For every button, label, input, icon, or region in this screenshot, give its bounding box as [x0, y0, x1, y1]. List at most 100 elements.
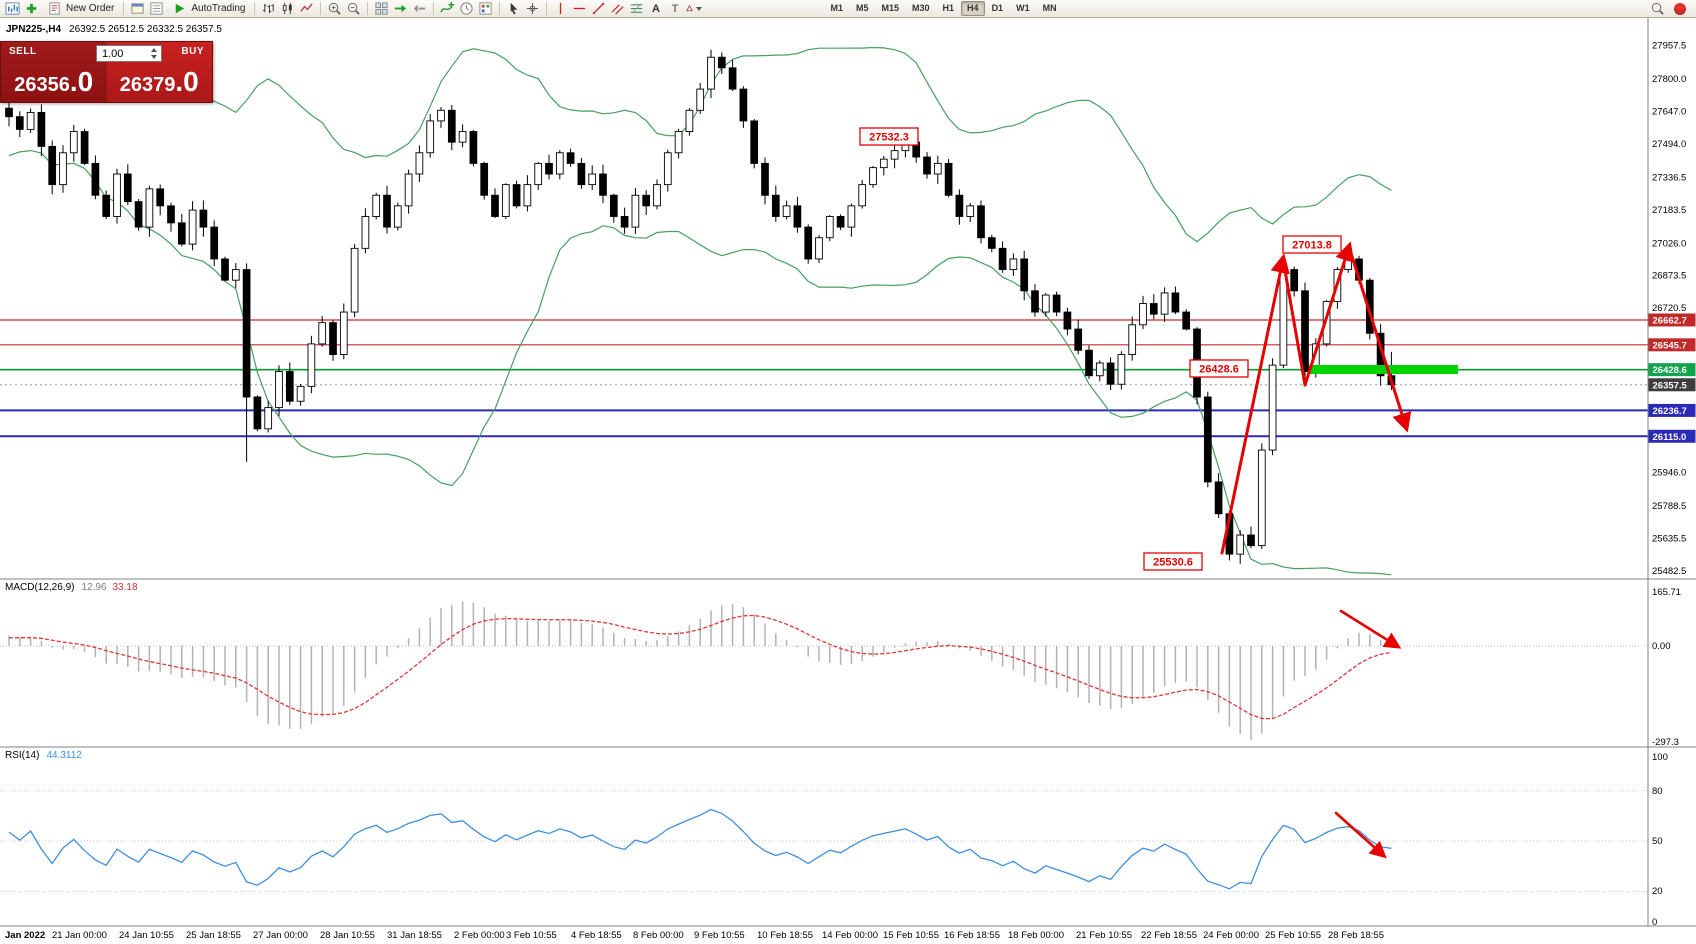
toolbar-separator — [123, 2, 125, 15]
trend-arrow-segment — [1303, 241, 1355, 387]
time-axis-label: 27 Jan 00:00 — [253, 930, 308, 941]
shapes-tool-icon[interactable] — [685, 1, 703, 17]
autotrading-button[interactable]: AutoTrading — [167, 1, 249, 16]
tile-windows-icon[interactable] — [373, 1, 390, 17]
rsi-label-row: RSI(14) 44.3112 — [5, 750, 82, 761]
main-price-panel: 27532.3 27013.8 26428.6 25530.6 — [0, 46, 1648, 576]
price-tick-label: 27336.5 — [1652, 172, 1686, 183]
sell-button[interactable]: SELL 26356.0 — [1, 42, 107, 102]
auto-scroll-icon[interactable] — [392, 1, 409, 17]
indicators-icon[interactable] — [439, 1, 456, 17]
rsi-panel — [0, 790, 1648, 892]
price-annotation-label: 26428.6 — [1199, 364, 1239, 376]
trend-arrow-segment — [1347, 245, 1412, 433]
price-badge — [1648, 403, 1696, 417]
price-annotation-box — [1143, 552, 1203, 571]
rsi-axis-label: 0 — [1652, 917, 1657, 928]
zoom-in-icon[interactable] — [326, 1, 343, 17]
bar-chart-icon[interactable] — [260, 1, 277, 17]
toolbar-separator — [320, 2, 322, 15]
time-axis-label: 2 Feb 00:00 — [454, 930, 505, 941]
macd-axis-label: -297.3 — [1652, 737, 1679, 748]
cursor-icon[interactable] — [505, 1, 522, 17]
price-tick-label: 27494.0 — [1652, 139, 1686, 150]
macd-label: MACD(12,26,9) — [5, 582, 75, 593]
price-badge-label: 26662.7 — [1653, 315, 1687, 326]
new-order-label: New Order — [66, 3, 115, 14]
rsi-axis-label: 100 — [1652, 752, 1668, 763]
buy-label: BUY — [181, 46, 204, 57]
macd-histogram — [8, 601, 1393, 740]
time-axis-label: 28 Jan 10:55 — [320, 930, 375, 941]
rsi-value: 44.3112 — [46, 750, 82, 761]
rsi-axis-label: 20 — [1652, 886, 1663, 897]
timeframe-button-M15[interactable]: M15 — [881, 3, 900, 13]
timeframe-button-MN[interactable]: MN — [1042, 3, 1057, 13]
line-chart-icon[interactable] — [298, 1, 315, 17]
timeframe-button-H1[interactable]: H1 — [942, 3, 955, 13]
toolbar-separator — [546, 2, 548, 15]
price-tick-label: 26873.5 — [1652, 271, 1686, 282]
time-axis-label: 18 Feb 00:00 — [1008, 930, 1064, 941]
new-chart-icon[interactable] — [23, 1, 40, 17]
macd-axis-label: 165.71 — [1652, 587, 1681, 598]
label-tool-icon[interactable]: T — [666, 1, 683, 17]
sell-price: 26356.0 — [14, 66, 94, 97]
price-tick-label: 27957.5 — [1652, 41, 1686, 52]
timeframe-button-M5[interactable]: M5 — [855, 3, 869, 13]
volume-down-icon[interactable] — [150, 55, 157, 59]
profiles-icon[interactable] — [129, 1, 146, 17]
new-order-button[interactable]: New Order — [42, 1, 118, 16]
channel-tool-icon[interactable] — [609, 1, 626, 17]
price-badge — [1648, 313, 1696, 327]
time-axis-label: 24 Jan 10:55 — [119, 930, 174, 941]
volume-up-icon[interactable] — [150, 48, 157, 52]
timeframe-button-H4[interactable]: H4 — [961, 1, 985, 16]
price-badge-label: 26428.6 — [1653, 365, 1687, 376]
price-annotation-label: 27013.8 — [1292, 240, 1332, 252]
text-tool-icon[interactable]: A — [647, 1, 664, 17]
time-axis-label: 22 Feb 18:55 — [1141, 930, 1197, 941]
data-window-icon[interactable] — [148, 1, 165, 17]
volume-input[interactable]: 1.00 — [96, 45, 162, 62]
support-highlight-bar — [1309, 365, 1458, 374]
vertical-line-tool-icon[interactable] — [552, 1, 569, 17]
periods-icon[interactable] — [458, 1, 475, 17]
chart-shift-icon[interactable] — [411, 1, 428, 17]
ohlc-values: 26392.5 26512.5 26332.5 26357.5 — [69, 24, 222, 35]
volume-stepper[interactable] — [148, 48, 159, 59]
search-icon[interactable] — [1649, 1, 1666, 17]
zoom-out-icon[interactable] — [345, 1, 362, 17]
candlestick-chart-icon[interactable] — [279, 1, 296, 17]
bollinger-upper-band — [8, 46, 1392, 243]
timeframe-button-M1[interactable]: M1 — [830, 3, 843, 13]
toolbar-right-group — [1649, 1, 1692, 17]
macd-axis-label: 0.00 — [1652, 641, 1671, 652]
horizontal-line-tool-icon[interactable] — [571, 1, 588, 17]
timeframe-button-M30[interactable]: M30 — [912, 3, 930, 13]
price-annotation-box — [1282, 235, 1342, 254]
timeframe-button-D1[interactable]: D1 — [991, 3, 1004, 13]
macd-panel — [0, 601, 1648, 740]
rsi-axis-label: 80 — [1652, 786, 1663, 797]
timeframe-toolbar: M1 M5 M15 M30 H1 H4 D1 W1 MN — [824, 1, 1062, 16]
fibonacci-tool-icon[interactable] — [628, 1, 645, 17]
price-badge-label: 26236.7 — [1653, 406, 1687, 417]
templates-icon[interactable] — [477, 1, 494, 17]
shapes-dropdown-caret — [696, 6, 703, 11]
timeframe-button-W1[interactable]: W1 — [1016, 3, 1030, 13]
chart-window-icon[interactable] — [4, 1, 21, 17]
price-tick-label: 27800.0 — [1652, 74, 1686, 85]
time-axis-label: 16 Feb 18:55 — [944, 930, 1000, 941]
time-axis-label: 14 Feb 00:00 — [822, 930, 878, 941]
crosshair-icon[interactable] — [524, 1, 541, 17]
price-tick-label: 27026.0 — [1652, 238, 1686, 249]
price-badge — [1648, 338, 1696, 352]
notification-badge[interactable] — [1674, 2, 1686, 15]
time-axis-label: 8 Feb 00:00 — [633, 930, 684, 941]
trendline-tool-icon[interactable] — [590, 1, 607, 17]
time-axis-label: 21 Feb 10:55 — [1076, 930, 1132, 941]
macd-signal-value: 33.18 — [112, 582, 138, 593]
